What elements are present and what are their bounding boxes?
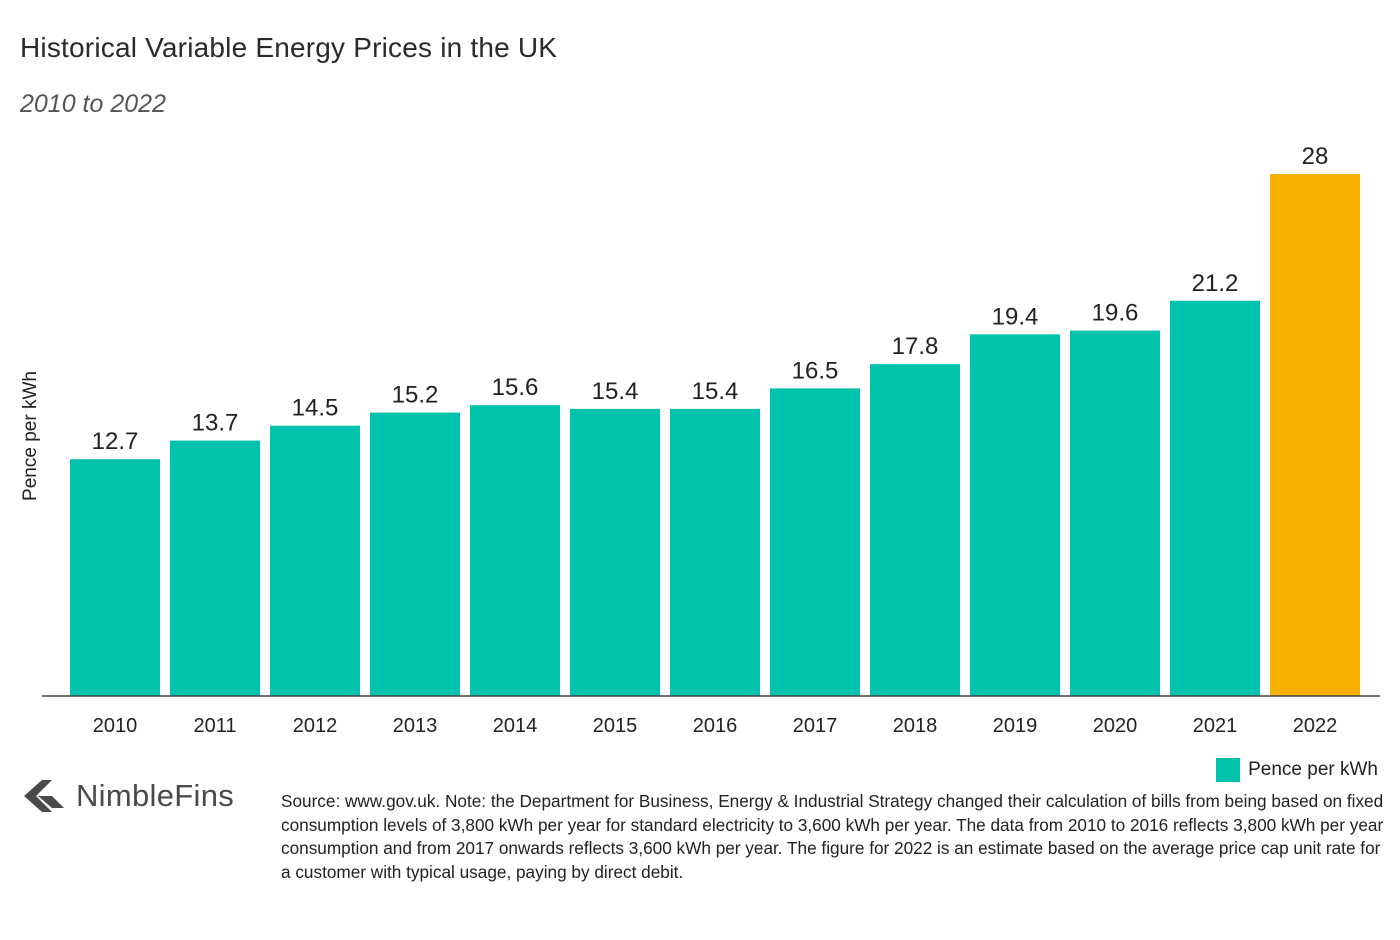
bar-2020 <box>1070 330 1160 696</box>
legend: Pence per kWh <box>1216 758 1378 782</box>
value-label-2022: 28 <box>1302 143 1329 170</box>
value-label-2021: 21.2 <box>1192 270 1239 297</box>
x-tick-2015: 2015 <box>593 715 638 737</box>
bar-chart: 12.7 13.7 14.5 15.2 15.6 15.4 15.4 16.5 17.8 19.4… <box>20 143 1380 737</box>
x-tick-2016: 2016 <box>693 715 738 737</box>
bar-2016 <box>670 408 760 696</box>
x-tick-2014: 2014 <box>493 715 538 737</box>
x-tick-2013: 2013 <box>393 715 438 737</box>
x-tick-2021: 2021 <box>1193 715 1238 737</box>
bar-2019 <box>970 334 1060 696</box>
bar-2012 <box>270 425 360 696</box>
x-tick-2010: 2010 <box>93 715 138 737</box>
x-tick-2011: 2011 <box>193 715 236 737</box>
value-labels-layer: 12.7 13.7 14.5 15.2 15.6 15.4 15.4 16.5 17.8 19.4… <box>92 143 1329 455</box>
legend-label: Pence per kWh <box>1248 759 1378 780</box>
value-label-2010: 12.7 <box>92 428 139 455</box>
x-tick-2019: 2019 <box>993 715 1038 737</box>
nimblefins-chevron-icon <box>24 780 64 812</box>
value-label-2016: 15.4 <box>692 378 739 405</box>
value-label-2012: 14.5 <box>292 395 339 422</box>
bar-2018 <box>870 364 960 696</box>
x-ticks-layer: 2010 2011 2012 2013 2014 2015 2016 2017 2018 2019… <box>93 715 1338 737</box>
legend-swatch <box>1216 758 1241 782</box>
value-label-2013: 15.2 <box>392 382 439 409</box>
chart-title: Historical Variable Energy Prices in the… <box>20 32 558 63</box>
bars-layer <box>70 174 1360 696</box>
value-label-2014: 15.6 <box>492 374 539 401</box>
chart-subtitle: 2010 to 2022 <box>20 90 166 118</box>
value-label-2019: 19.4 <box>992 303 1039 330</box>
bar-2022 <box>1270 174 1360 696</box>
x-tick-2017: 2017 <box>793 715 838 737</box>
bar-2011 <box>170 440 260 696</box>
value-label-2017: 16.5 <box>792 357 839 384</box>
value-label-2015: 15.4 <box>592 378 639 405</box>
x-tick-2018: 2018 <box>893 715 938 737</box>
bar-2015 <box>570 408 660 696</box>
x-tick-2020: 2020 <box>1093 715 1138 737</box>
x-tick-2012: 2012 <box>293 715 338 737</box>
nimblefins-logo: NimbleFins <box>22 778 234 814</box>
value-label-2020: 19.6 <box>1092 300 1139 327</box>
value-label-2018: 17.8 <box>892 333 939 360</box>
source-note: Source: www.gov.uk. Note: the Department… <box>281 791 1384 882</box>
bar-2014 <box>470 405 560 696</box>
brand-name: NimbleFins <box>76 778 235 813</box>
bar-2021 <box>1170 300 1260 696</box>
y-axis-label: Pence per kWh <box>20 371 41 501</box>
bar-2017 <box>770 388 860 696</box>
value-label-2011: 13.7 <box>192 410 239 437</box>
x-tick-2022: 2022 <box>1293 715 1338 737</box>
bar-2013 <box>370 412 460 696</box>
bar-2010 <box>70 459 160 696</box>
